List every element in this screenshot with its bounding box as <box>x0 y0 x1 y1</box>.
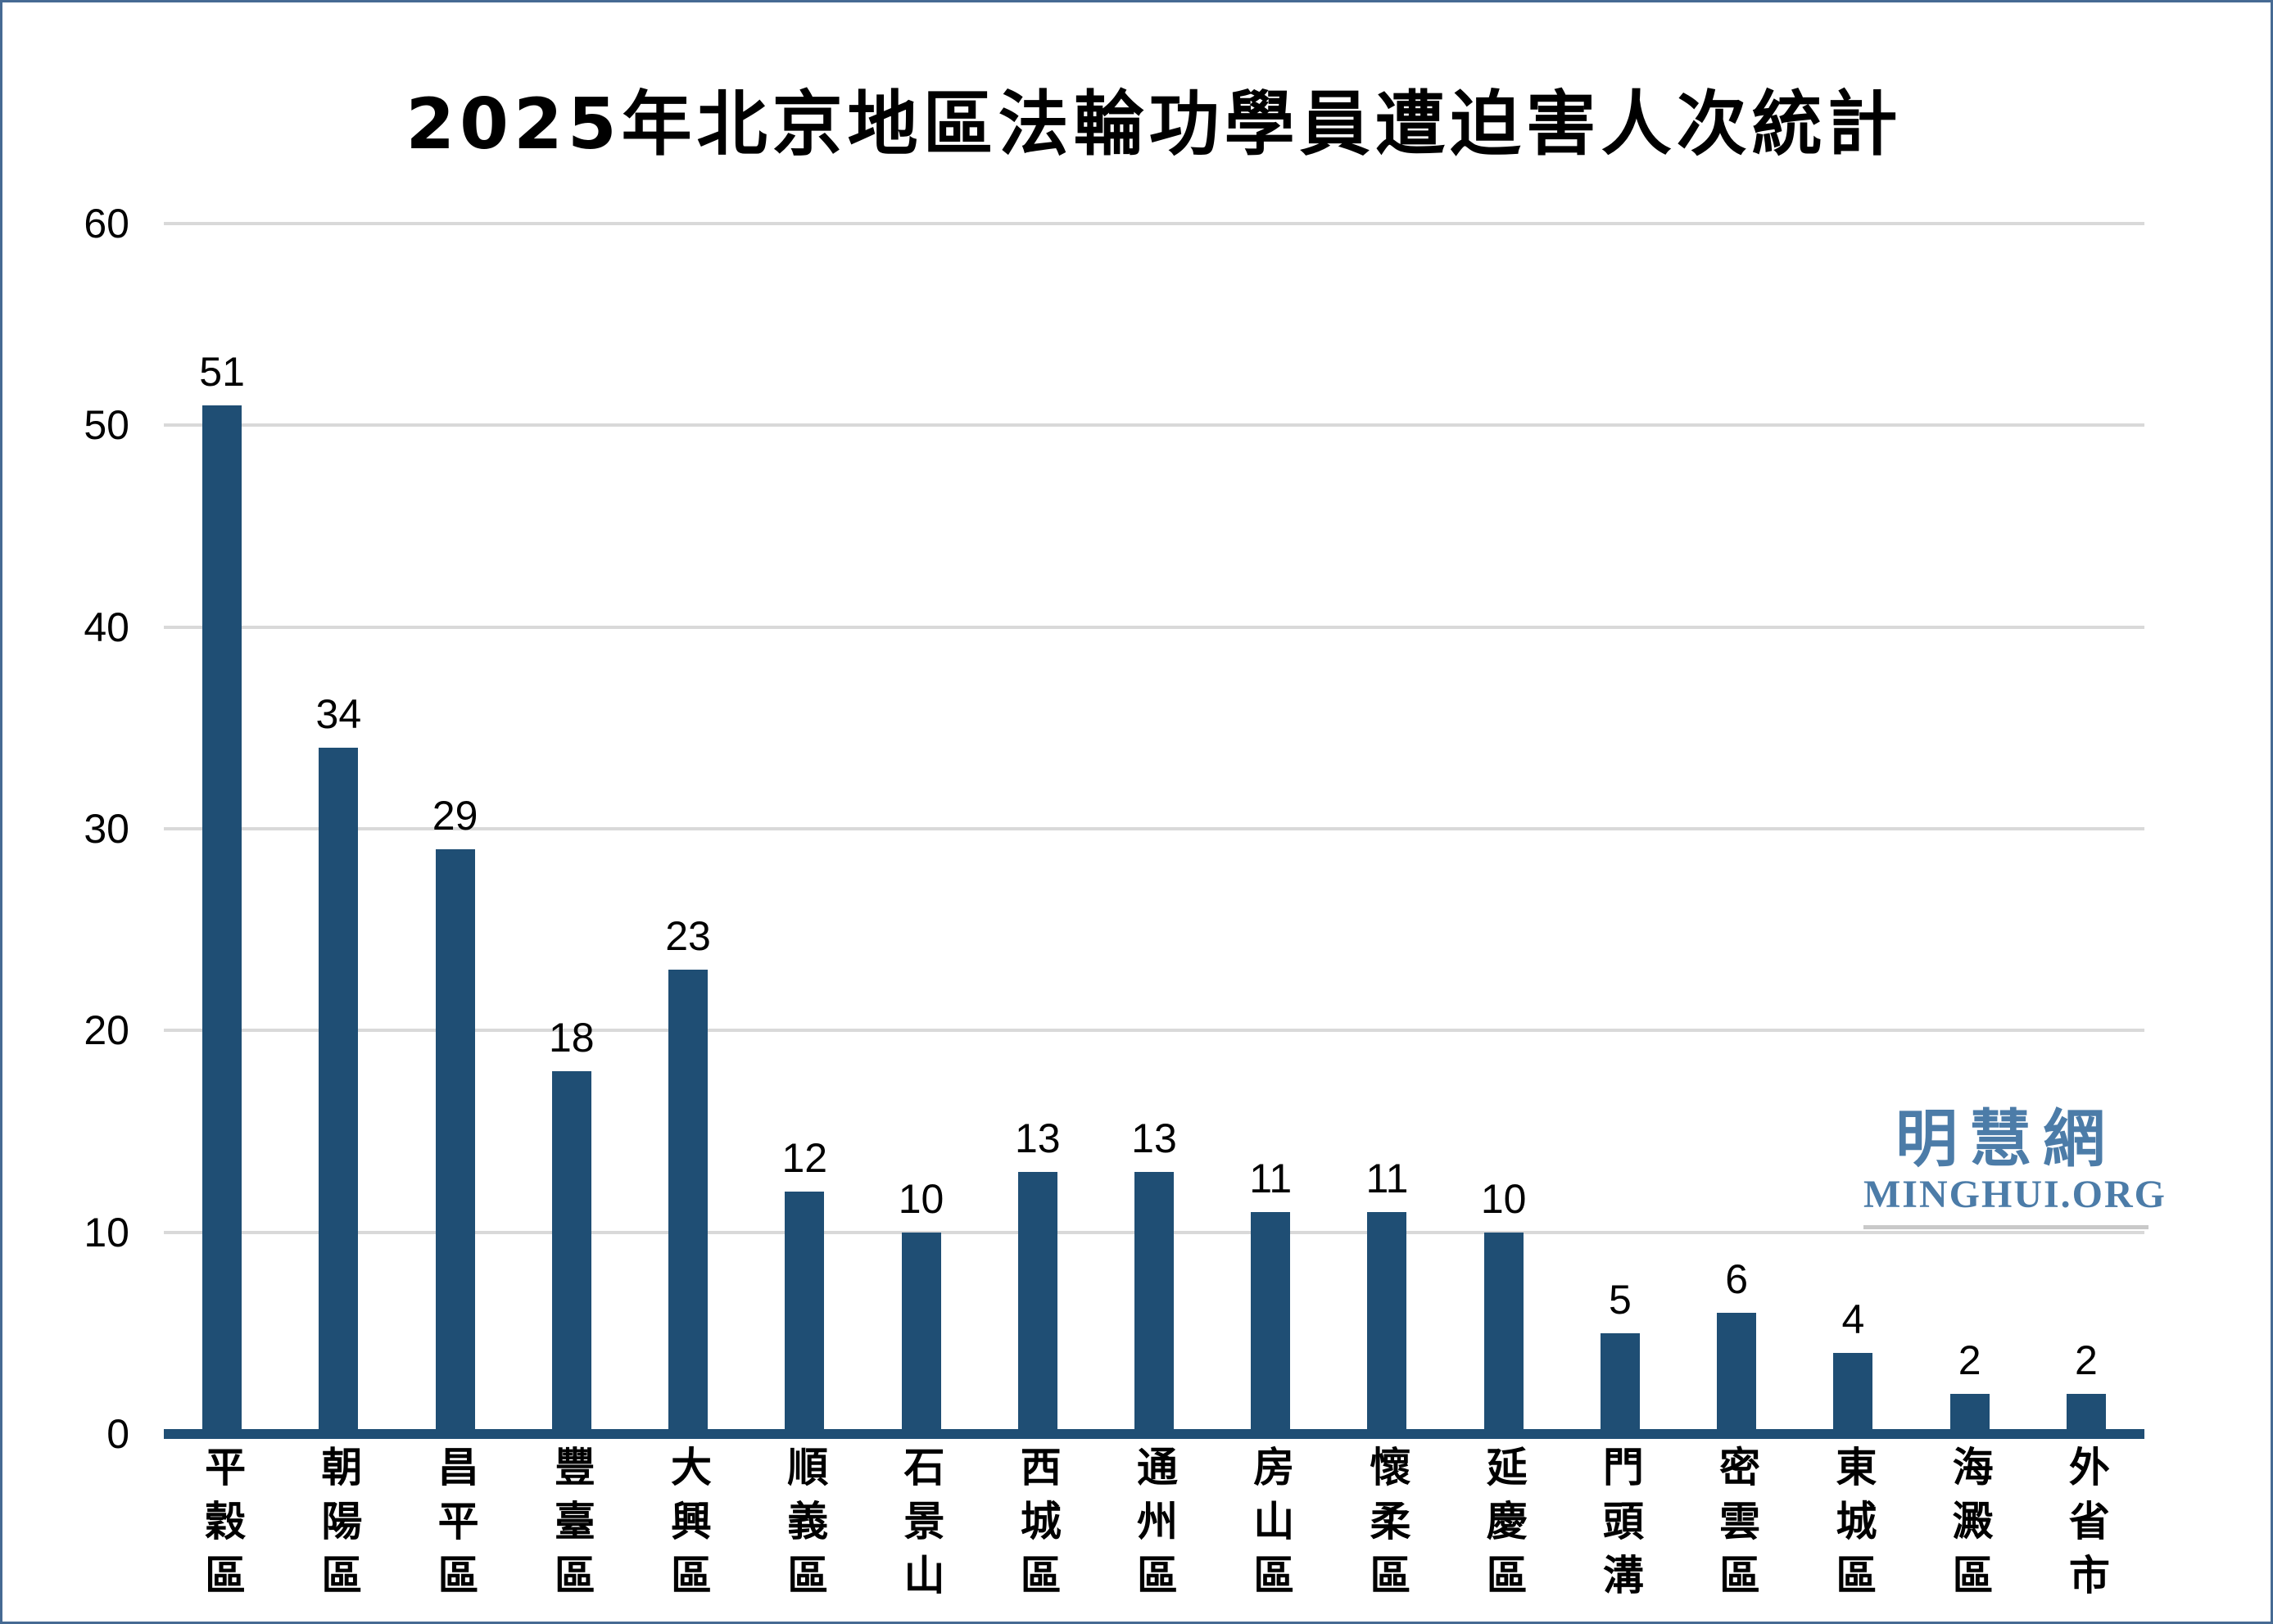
x-axis-category-label: 豐臺區 <box>547 1445 595 1608</box>
bar-value-label: 11 <box>1249 1156 1293 1202</box>
x-axis-category-label: 石景山 <box>897 1445 945 1608</box>
y-axis-tick-label: 40 <box>84 604 129 650</box>
x-axis-category-label: 房山區 <box>1247 1445 1295 1608</box>
bar-column: 6 密雲區 <box>1678 224 1795 1608</box>
bar-column: 10 石景山 <box>863 224 979 1608</box>
x-axis-line <box>164 1429 2144 1439</box>
bar-value-label: 11 <box>1365 1156 1409 1202</box>
bar <box>1717 1313 1757 1434</box>
bar-column: 23 大興區 <box>630 224 746 1608</box>
bar <box>1367 1212 1407 1434</box>
bar-value-label: 2 <box>2074 1337 2098 1383</box>
y-axis-tick-label: 30 <box>84 806 129 852</box>
x-axis-category-label: 外省市 <box>2062 1445 2110 1608</box>
bar <box>1483 1232 1524 1434</box>
x-axis-category-label: 懷柔區 <box>1363 1445 1411 1608</box>
bar-column: 5 門頭溝 <box>1562 224 1678 1608</box>
bar-value-label: 5 <box>1609 1276 1632 1323</box>
y-axis-tick-label: 60 <box>84 201 129 247</box>
x-axis-category-label: 大興區 <box>664 1445 713 1608</box>
y-axis-tick-label: 50 <box>84 402 129 449</box>
x-axis-category-label: 東城區 <box>1829 1445 1877 1608</box>
bar <box>1833 1353 1873 1434</box>
bar <box>901 1232 941 1434</box>
bar-column: 29 昌平區 <box>396 224 513 1608</box>
bar <box>1600 1332 1640 1434</box>
bar-column: 2 外省市 <box>2028 224 2144 1608</box>
bar-column: 18 豐臺區 <box>514 224 630 1608</box>
bar <box>668 970 709 1434</box>
bar <box>202 405 242 1434</box>
watermark-chinese-text: 明慧網 <box>1895 1102 2117 1175</box>
bar <box>2066 1393 2106 1434</box>
bar-value-label: 34 <box>315 691 362 738</box>
x-axis-category-label: 通州區 <box>1130 1445 1178 1608</box>
bar-column: 2 海澱區 <box>1912 224 2028 1608</box>
gridline-50 <box>164 423 2144 427</box>
bar-value-label: 18 <box>549 1014 595 1061</box>
x-axis-category-label: 順義區 <box>781 1445 829 1608</box>
bar-column: 11 房山區 <box>1212 224 1329 1608</box>
bar-column: 11 懷柔區 <box>1329 224 1445 1608</box>
plot-area: 0 10 20 30 40 50 60 51 平穀區 34 朝陽區 29 昌平區 18 豐臺區 23 大興區 1… <box>84 203 2144 1608</box>
bar-value-label: 10 <box>898 1175 944 1222</box>
bar-column: 12 順義區 <box>746 224 863 1608</box>
gridline-20 <box>164 1029 2144 1033</box>
x-axis-category-label: 密雲區 <box>1713 1445 1761 1608</box>
y-axis-tick-label: 10 <box>84 1209 129 1255</box>
x-axis-category-label: 西城區 <box>1013 1445 1062 1608</box>
bar-column: 4 東城區 <box>1795 224 1911 1608</box>
gridline-60 <box>164 222 2144 225</box>
bar-value-label: 29 <box>432 792 478 839</box>
bar <box>1134 1171 1174 1434</box>
bar <box>1251 1212 1291 1434</box>
y-axis-tick-label: 20 <box>84 1007 129 1054</box>
x-axis-category-label: 延慶區 <box>1479 1445 1528 1608</box>
bars-container: 51 平穀區 34 朝陽區 29 昌平區 18 豐臺區 23 大興區 12 順義區 10 石景山 13 西城區… <box>164 224 2144 1608</box>
bar-value-label: 13 <box>1014 1115 1061 1161</box>
bar-value-label: 10 <box>1480 1175 1527 1222</box>
gridline-40 <box>164 625 2144 629</box>
bar <box>1949 1393 1990 1434</box>
bar <box>551 1070 591 1434</box>
bar-column: 51 平穀區 <box>164 224 280 1608</box>
bar <box>785 1192 825 1434</box>
gridline-30 <box>164 827 2144 830</box>
x-axis-category-label: 平穀區 <box>198 1445 247 1608</box>
bar-column: 13 西城區 <box>980 224 1096 1608</box>
bar-value-label: 23 <box>665 913 711 960</box>
x-axis-category-label: 海澱區 <box>1945 1445 1994 1608</box>
bar <box>1017 1171 1057 1434</box>
chart-title: 2025年北京地區法輪功學員遭迫害人次統計 <box>405 84 1903 165</box>
bar-column: 13 通州區 <box>1096 224 1212 1608</box>
x-axis-category-label: 朝陽區 <box>315 1445 363 1608</box>
bar-value-label: 4 <box>1841 1296 1865 1343</box>
minghui-watermark: 明慧網 MINGHUI.ORG <box>1863 1102 2167 1229</box>
x-axis-category-label: 昌平區 <box>431 1445 479 1608</box>
bar-value-label: 2 <box>1958 1337 1981 1383</box>
bar-value-label: 51 <box>199 348 245 395</box>
x-axis-category-label: 門頭溝 <box>1596 1445 1644 1608</box>
bar-value-label: 6 <box>1725 1256 1749 1303</box>
bar <box>319 748 359 1434</box>
y-axis-tick-label: 0 <box>106 1411 129 1457</box>
bar-column: 34 朝陽區 <box>280 224 396 1608</box>
bar-column: 10 延慶區 <box>1446 224 1562 1608</box>
bar-value-label: 12 <box>781 1135 828 1182</box>
bar-value-label: 13 <box>1131 1115 1177 1161</box>
bar <box>435 848 475 1434</box>
watermark-domain-text: MINGHUI.ORG <box>1863 1172 2167 1216</box>
